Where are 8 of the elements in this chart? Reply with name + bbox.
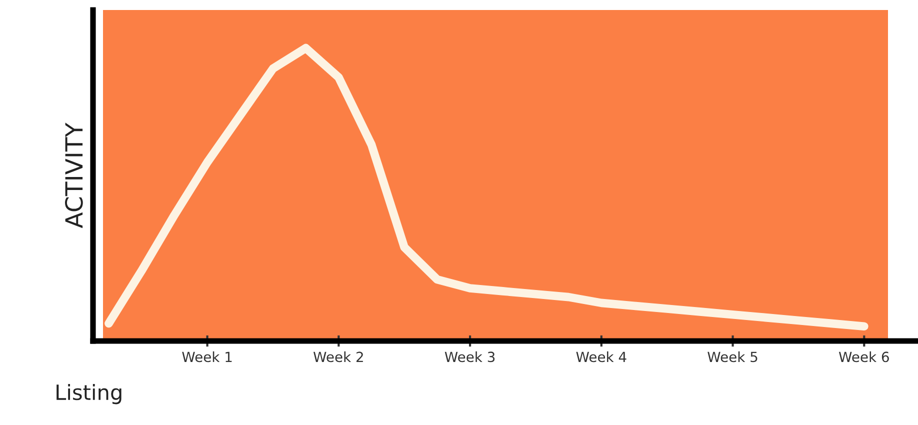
y-axis-title: ACTIVITY: [65, 122, 83, 228]
x-tick-label: Week 2: [313, 351, 363, 362]
x-tick-label: Week 4: [576, 351, 626, 362]
x-axis-title: Listing: [56, 384, 122, 404]
x-tick-label: Week 1: [182, 351, 232, 362]
x-tick-label: Week 5: [708, 351, 758, 362]
x-tick-label: Week 6: [838, 351, 889, 362]
x-tick-label: Week 3: [444, 351, 495, 362]
